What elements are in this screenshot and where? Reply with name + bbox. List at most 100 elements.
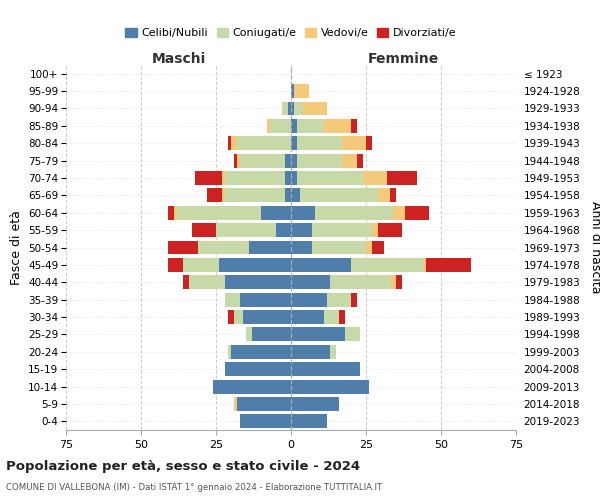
Bar [195,171,222,185]
Bar [423,258,426,272]
Bar [243,310,291,324]
Bar [288,102,291,116]
Text: Maschi: Maschi [151,52,206,66]
Bar [345,328,360,342]
Bar [291,380,369,394]
Bar [291,171,297,185]
Bar [225,188,285,202]
Bar [324,310,339,324]
Bar [291,223,312,237]
Bar [225,171,285,185]
Bar [228,310,234,324]
Bar [351,292,357,306]
Bar [303,102,327,116]
Bar [291,292,327,306]
Bar [177,206,261,220]
Bar [291,240,312,254]
Bar [294,102,303,116]
Bar [378,188,390,202]
Bar [174,206,177,220]
Bar [366,240,372,254]
Bar [330,276,390,289]
Bar [240,292,291,306]
Bar [222,171,225,185]
Bar [405,206,429,220]
Bar [312,240,366,254]
Bar [261,206,291,220]
Bar [342,154,357,168]
Bar [312,223,372,237]
Bar [249,240,291,254]
Bar [372,223,378,237]
Bar [291,206,315,220]
Bar [183,276,189,289]
Bar [276,223,291,237]
Bar [240,414,291,428]
Bar [291,136,297,150]
Text: Popolazione per età, sesso e stato civile - 2024: Popolazione per età, sesso e stato civil… [6,460,360,473]
Bar [351,119,357,133]
Bar [237,397,291,411]
Bar [282,102,288,116]
Bar [297,171,363,185]
Bar [297,119,324,133]
Bar [237,154,240,168]
Y-axis label: Anni di nascita: Anni di nascita [589,201,600,294]
Bar [342,136,366,150]
Bar [225,292,240,306]
Bar [291,258,351,272]
Bar [207,188,222,202]
Bar [330,345,336,358]
Bar [285,188,291,202]
Bar [285,154,291,168]
Bar [291,154,297,168]
Bar [237,136,291,150]
Bar [300,188,378,202]
Bar [297,136,342,150]
Bar [168,258,183,272]
Bar [270,119,291,133]
Bar [252,328,291,342]
Bar [315,206,393,220]
Bar [222,188,225,202]
Bar [291,345,330,358]
Bar [246,328,252,342]
Bar [234,154,237,168]
Bar [225,362,291,376]
Bar [291,188,300,202]
Bar [234,310,243,324]
Bar [168,240,198,254]
Bar [426,258,471,272]
Legend: Celibi/Nubili, Coniugati/e, Vedovi/e, Divorziati/e: Celibi/Nubili, Coniugati/e, Vedovi/e, Di… [121,23,461,42]
Bar [366,136,372,150]
Bar [297,154,342,168]
Bar [294,84,309,98]
Bar [396,276,402,289]
Bar [327,292,351,306]
Bar [291,414,327,428]
Bar [234,397,237,411]
Bar [363,171,387,185]
Bar [291,397,339,411]
Bar [291,362,360,376]
Bar [213,380,291,394]
Bar [231,345,291,358]
Bar [378,223,402,237]
Bar [291,276,330,289]
Bar [225,276,291,289]
Bar [291,310,324,324]
Bar [339,310,345,324]
Text: COMUNE DI VALLEBONA (IM) - Dati ISTAT 1° gennaio 2024 - Elaborazione TUTTITALIA.: COMUNE DI VALLEBONA (IM) - Dati ISTAT 1°… [6,484,382,492]
Bar [291,328,345,342]
Bar [390,276,396,289]
Bar [351,258,423,272]
Bar [168,206,174,220]
Bar [189,276,225,289]
Bar [390,188,396,202]
Text: Femmine: Femmine [368,52,439,66]
Bar [357,154,363,168]
Bar [231,136,237,150]
Bar [291,84,294,98]
Bar [393,206,405,220]
Bar [291,119,297,133]
